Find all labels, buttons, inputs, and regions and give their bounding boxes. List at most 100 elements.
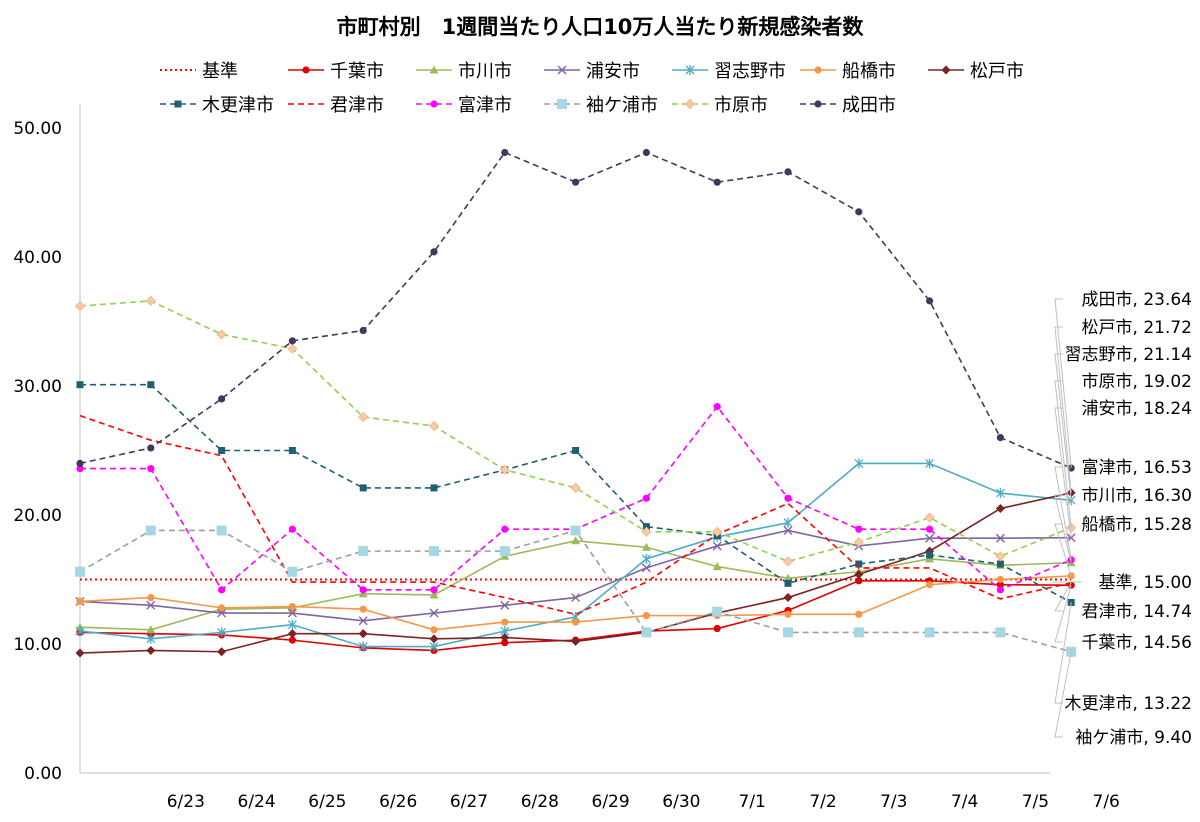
legend-item: 君津市 [288,95,384,116]
data-point [995,488,1005,499]
data-point [924,627,935,638]
data-point [570,525,581,536]
data-point [642,612,651,620]
end-label: 富津市, 16.53 [1082,458,1192,478]
x-tick-label: 7/1 [739,792,766,812]
data-point [499,546,510,557]
data-point [1067,556,1075,564]
end-label-leader [1054,582,1072,612]
data-point [685,65,695,75]
data-point [287,608,297,618]
x-tick-label: 7/3 [880,792,907,812]
data-point [996,560,1004,568]
series-君津市 [79,414,1072,616]
x-tick-label: 6/27 [450,792,488,812]
data-point [572,447,580,454]
data-point [926,297,934,305]
data-point [145,295,156,306]
x-tick-label: 6/26 [379,792,417,812]
end-label: 松戸市, 21.72 [1082,318,1192,338]
x-tick-label: 7/6 [1093,792,1120,812]
data-point [1067,572,1075,580]
data-point [642,523,650,531]
data-point [925,533,935,543]
data-point [429,608,439,618]
data-point [641,627,652,638]
data-point [430,484,438,492]
data-point [287,566,298,577]
data-point [784,168,792,176]
data-point [572,618,580,626]
data-point [557,99,567,109]
legend-item: 松戸市 [928,61,1024,82]
data-point [76,597,84,606]
data-point [925,458,935,469]
data-point [855,208,863,216]
data-point [217,608,227,618]
data-point [501,525,509,533]
data-point [995,551,1006,562]
axes: 0.00 10.00 20.00 30.00 40.00 50.00 6/23 6/24 6/2… [13,103,1120,812]
data-point [76,464,84,473]
x-tick-label: 7/2 [809,792,836,812]
x-tick-label: 6/30 [662,792,700,812]
data-point [784,494,792,502]
data-point [924,512,935,523]
data-point [287,629,297,639]
end-label-leader [1054,523,1072,577]
data-point [784,579,792,587]
data-point [995,533,1005,543]
end-label-leader [1054,326,1072,493]
data-point [217,647,227,657]
data-point [814,66,822,74]
data-point [995,627,1006,638]
data-point [855,577,863,585]
end-label: 袖ケ浦市, 9.40 [1075,728,1192,748]
data-point [146,625,156,634]
y-tick-label: 0.00 [24,764,62,784]
data-point [147,444,155,452]
legend-item: 富津市 [416,95,512,116]
legend-label: 習志野市 [714,61,786,82]
data-point [854,569,864,579]
legend-item: 千葉市 [288,61,384,82]
data-point [429,546,439,557]
data-point [996,586,1005,594]
series-袖ケ浦市 [75,525,1077,657]
legend-item: 木更津市 [160,95,274,116]
data-point [855,610,863,618]
data-point [783,627,793,638]
legend-label: 松戸市 [970,61,1024,82]
data-point [75,566,85,577]
chart-title: 市町村別 1週間当たり人口10万人当たり新規感染者数 [337,15,865,39]
end-labels-layer: 成田市, 23.64 松戸市, 21.72 習志野市, 21.14 市原市, 19.0… [1052,290,1192,748]
end-label-leader [1054,466,1072,560]
data-point [783,573,793,582]
data-point [359,605,367,613]
legend-item: 船橋市 [800,61,896,82]
data-point [641,563,651,573]
data-point [712,606,723,617]
data-point [218,395,226,403]
legend-item: 市川市 [416,61,512,82]
data-point [854,458,864,469]
legend-item: 基準 [160,61,238,82]
legend-item: 浦安市 [544,61,640,82]
end-label: 市川市, 16.30 [1082,486,1192,506]
end-label: 船橋市, 15.28 [1082,515,1192,535]
data-point [783,517,793,528]
data-point [146,600,156,610]
data-point [287,619,297,630]
end-label-leader [1054,494,1072,563]
end-label: 成田市, 23.64 [1082,290,1192,310]
x-tick-label: 6/23 [167,792,205,812]
data-point [218,604,226,612]
legend-label: 市原市 [714,95,768,116]
data-point [216,329,227,340]
data-point [853,537,864,548]
data-point [996,581,1005,589]
data-point [501,148,509,157]
data-point [288,447,296,454]
y-tick-label: 10.00 [13,635,62,655]
